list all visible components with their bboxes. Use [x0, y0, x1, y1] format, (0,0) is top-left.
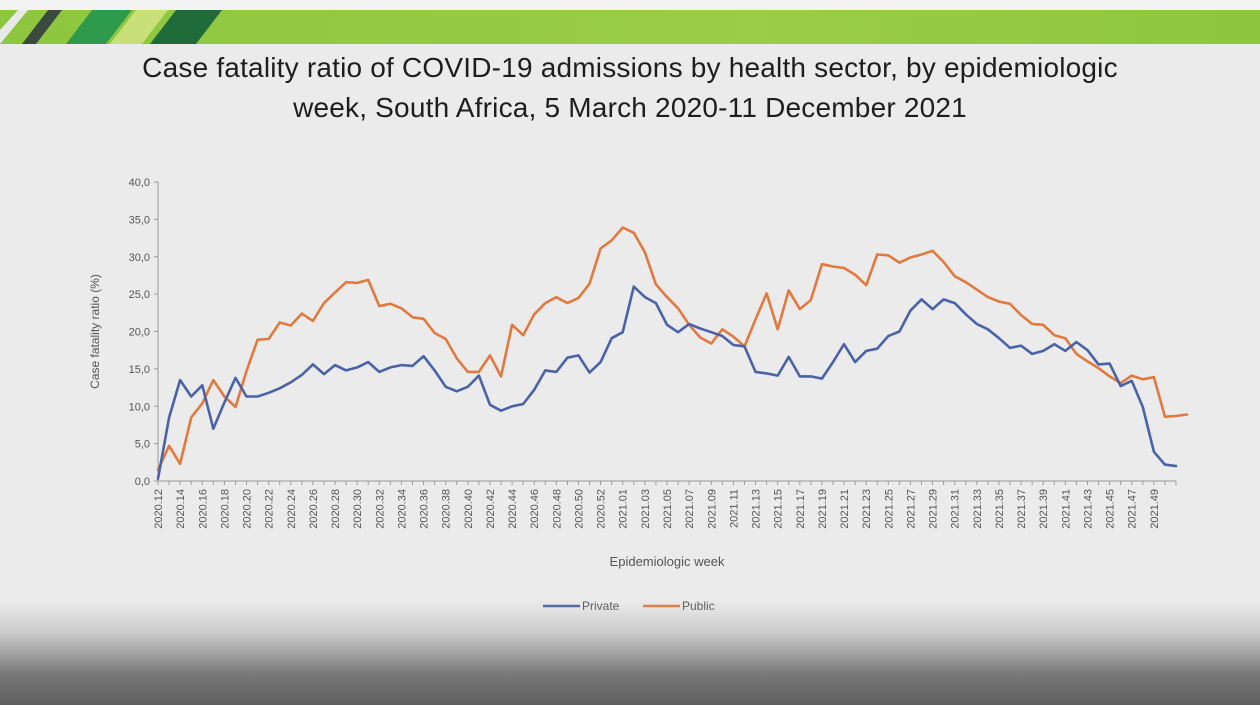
x-tick-label: 2020.38 [441, 489, 453, 529]
y-tick-label: 0,0 [135, 476, 150, 488]
x-tick-label: 2021.17 [795, 489, 807, 529]
x-tick-label: 2020.40 [463, 489, 475, 529]
x-tick-label: 2021.41 [1060, 489, 1072, 529]
stripe-light-1 [0, 10, 28, 44]
y-tick-label: 35,0 [129, 214, 150, 226]
y-tick-label: 5,0 [135, 439, 150, 451]
y-tick-label: 25,0 [129, 289, 150, 301]
x-tick-label: 2020.12 [153, 489, 165, 529]
x-tick-label: 2020.20 [242, 489, 254, 529]
x-tick-label: 2021.49 [1149, 489, 1161, 529]
x-tick-label: 2020.14 [175, 489, 187, 529]
x-tick-label: 2021.21 [839, 489, 851, 529]
x-tick-label: 2020.50 [573, 489, 585, 529]
x-tick-label: 2020.34 [396, 489, 408, 529]
y-tick-label: 30,0 [129, 252, 150, 264]
legend-label-public: Public [682, 599, 715, 613]
x-tick-label: 2020.42 [485, 489, 497, 529]
stripe-dark-1 [22, 10, 62, 44]
x-tick-label: 2021.31 [950, 489, 962, 529]
x-tick-label: 2020.36 [419, 489, 431, 529]
stripe-lightgreen [110, 10, 168, 44]
chart-title-line1: Case fatality ratio of COVID-19 admissio… [142, 52, 1118, 83]
x-tick-label: 2021.39 [1038, 489, 1050, 529]
x-tick-label: 2021.13 [751, 489, 763, 529]
series-line-private [156, 285, 1178, 481]
y-tick-label: 15,0 [129, 364, 150, 376]
x-tick-label: 2020.48 [551, 489, 563, 529]
legend: Private Public [543, 599, 715, 613]
y-tick-label: 20,0 [129, 327, 150, 339]
x-tick-label: 2021.43 [1082, 489, 1094, 529]
x-tick-label: 2021.33 [972, 489, 984, 529]
x-tick-label: 2021.45 [1105, 489, 1117, 529]
stripe-dark-2 [150, 10, 222, 44]
logo-stripes [0, 0, 240, 44]
x-tick-label: 2021.03 [640, 489, 652, 529]
x-tick-label: 2021.29 [928, 489, 940, 529]
legend-label-private: Private [582, 599, 620, 613]
x-tick-label: 2020.26 [308, 489, 320, 529]
header-bar [0, 0, 1260, 44]
x-tick-label: 2021.37 [1016, 489, 1028, 529]
y-tick-label: 40,0 [129, 177, 150, 189]
x-tick-label: 2021.01 [618, 489, 630, 529]
y-axis-title: Case fatality ratio (%) [88, 274, 102, 389]
x-tick-label: 2021.27 [905, 489, 917, 529]
x-tick-label: 2020.24 [286, 489, 298, 529]
x-tick-label: 2020.44 [507, 489, 519, 529]
y-tick-label: 10,0 [129, 401, 150, 413]
x-tick-label: 2021.47 [1127, 489, 1139, 529]
x-tick-label: 2020.28 [330, 489, 342, 529]
x-tick-label: 2020.22 [264, 489, 276, 529]
x-tick-label: 2021.23 [861, 489, 873, 529]
series-line-public [156, 226, 1189, 472]
x-tick-label: 2021.11 [728, 489, 740, 528]
x-tick-label: 2021.15 [773, 489, 785, 529]
axes: 0,0 5,0 10,0 15,0 20,0 25,0 30,0 35,0 40,0 Case f… [88, 177, 1177, 569]
x-tick-label: 2021.05 [662, 489, 674, 529]
x-tick-label: 2021.07 [684, 489, 696, 529]
x-tick-label: 2020.52 [596, 489, 608, 529]
x-tick-label: 2021.19 [817, 489, 829, 529]
series-lines [156, 226, 1189, 481]
x-tick-label: 2020.18 [219, 489, 231, 529]
x-axis-title: Epidemiologic week [610, 554, 725, 569]
x-tick-label: 2021.09 [706, 489, 718, 529]
x-tick-label: 2021.35 [994, 489, 1006, 529]
chart-title: Case fatality ratio of COVID-19 admissio… [40, 48, 1220, 128]
x-tick-label: 2021.25 [883, 489, 895, 529]
chart-title-line2: week, South Africa, 5 March 2020-11 Dece… [293, 92, 967, 123]
x-tick-label: 2020.46 [529, 489, 541, 529]
x-tick-label: 2020.16 [197, 489, 209, 529]
x-tick-label: 2020.30 [352, 489, 364, 529]
stripe-green-1 [66, 10, 132, 44]
x-tick-label: 2020.32 [374, 489, 386, 529]
